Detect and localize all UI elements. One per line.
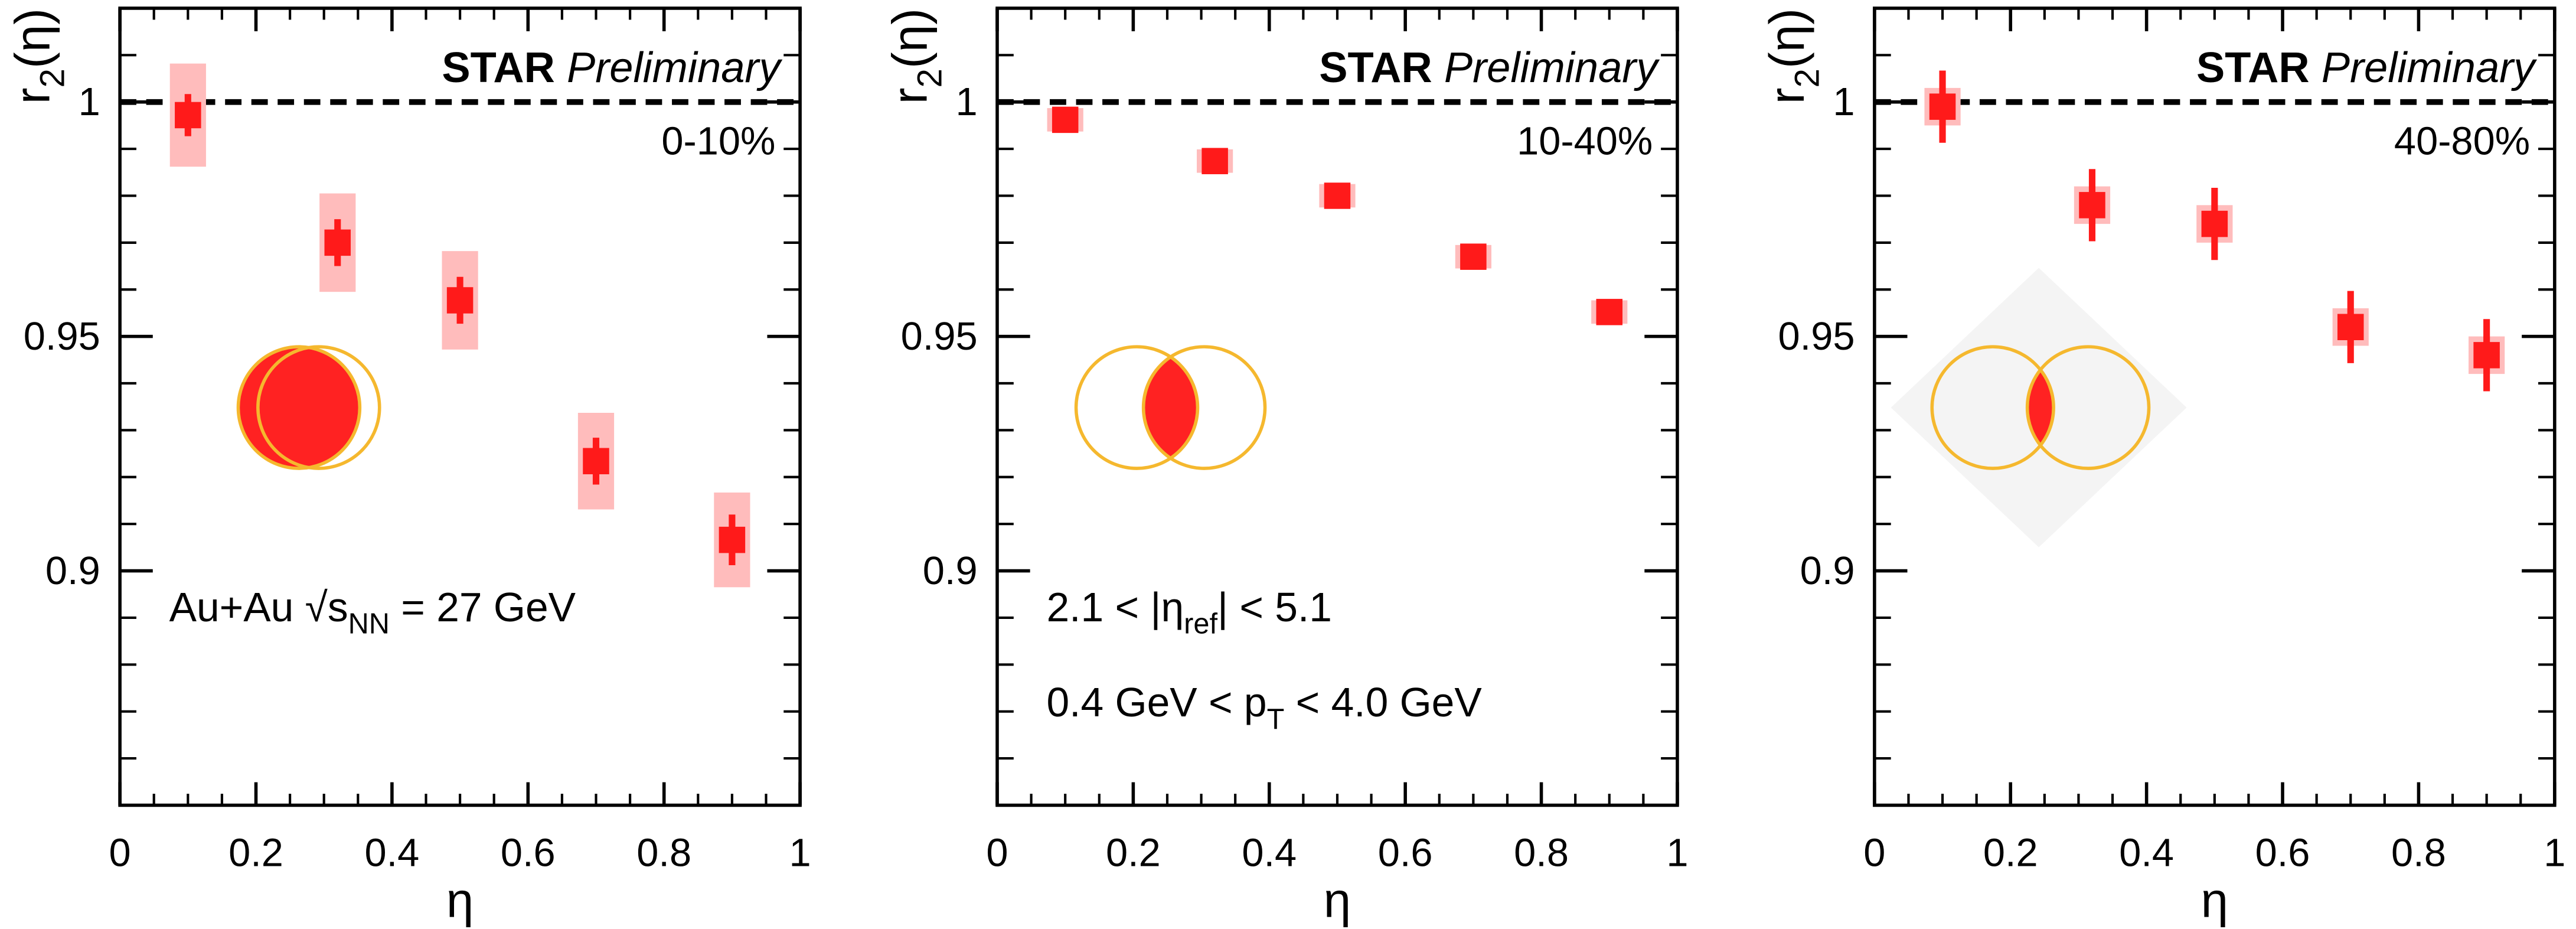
watermark-italic-text: Preliminary: [1444, 44, 1660, 92]
watermark: STAR Preliminary: [2196, 44, 2537, 92]
x-tick-label: 0.2: [1106, 831, 1161, 875]
x-tick-label: 0: [1863, 831, 1885, 875]
watermark: STAR Preliminary: [442, 44, 782, 92]
watermark-italic: Preliminary: [555, 44, 783, 92]
x-tick-label: 0: [109, 831, 131, 875]
marker: [2473, 342, 2500, 369]
y-axis-label: r2(η): [881, 8, 949, 104]
y-tick-label: 1: [955, 80, 977, 124]
y-axis-label: r2(η): [1759, 8, 1826, 104]
text-segment: r: [881, 87, 937, 104]
watermark-italic-text: Preliminary: [567, 44, 783, 92]
marker: [1460, 243, 1487, 270]
text-segment: 2.1 < |η: [1046, 584, 1184, 630]
text-segment: (η): [1759, 8, 1814, 69]
nucleus: [1141, 345, 1267, 470]
text-segment: < 4.0 GeV: [1284, 679, 1482, 725]
watermark-italic: Preliminary: [1432, 44, 1660, 92]
marker: [1929, 93, 1956, 120]
text-segment: T: [1267, 703, 1285, 735]
x-tick-label: 1: [2544, 831, 2565, 875]
x-tick-label: 0.4: [2119, 831, 2174, 875]
x-tick-label: 0.8: [636, 831, 691, 875]
y-axis-label: r2(η): [4, 8, 71, 104]
marker: [2201, 210, 2228, 237]
marker: [1052, 106, 1079, 133]
y-tick-label: 1: [1833, 80, 1855, 124]
marker: [1596, 299, 1623, 325]
nucleus: [256, 345, 381, 470]
x-tick-label: 0.4: [1242, 831, 1297, 875]
text-segment: ref: [1184, 608, 1217, 640]
y-tick-label: 0.9: [1800, 549, 1855, 593]
y-tick-label: 0.95: [24, 315, 100, 358]
text-segment: 2: [34, 69, 72, 88]
nucleus: [236, 345, 362, 470]
x-axis-label: η: [446, 872, 474, 928]
x-axis-label: η: [2201, 872, 2228, 928]
watermark: STAR Preliminary: [1319, 44, 1660, 92]
x-tick-label: 0.8: [2391, 831, 2446, 875]
text-segment: (η): [881, 8, 937, 69]
y-tick-label: 0.95: [1778, 315, 1855, 358]
text-segment: = 27 GeV: [390, 584, 576, 630]
centrality-label: 10-40%: [1517, 120, 1653, 164]
marker: [583, 448, 609, 475]
y-tick-label: 0.9: [923, 549, 978, 593]
x-tick-label: 0.8: [1514, 831, 1569, 875]
x-tick-label: 0.2: [1983, 831, 2038, 875]
marker: [2079, 192, 2105, 219]
x-tick-label: 0.6: [501, 831, 556, 875]
x-tick-label: 0: [986, 831, 1008, 875]
marker: [324, 229, 351, 256]
text-segment: NN: [348, 608, 390, 640]
watermark-italic: Preliminary: [2310, 44, 2538, 92]
y-tick-label: 0.9: [45, 549, 100, 593]
marker: [175, 102, 201, 129]
text-segment: Au+Au √s: [169, 584, 348, 630]
nucleus: [1074, 345, 1200, 470]
text-segment: r: [4, 87, 60, 104]
marker: [1324, 182, 1351, 209]
centrality-label: 40-80%: [2394, 120, 2530, 164]
x-tick-label: 1: [789, 831, 811, 875]
text-segment: 0.4 GeV < p: [1046, 679, 1266, 725]
marker: [1202, 148, 1228, 174]
note: 2.1 < |ηref| < 5.1: [1046, 584, 1332, 640]
x-tick-label: 1: [1666, 831, 1688, 875]
x-tick-label: 0.4: [364, 831, 419, 875]
watermark-bold: STAR: [442, 44, 555, 92]
note: Au+Au √sNN = 27 GeV: [169, 584, 576, 640]
marker: [446, 287, 474, 314]
text-segment: (η): [4, 8, 60, 69]
marker: [2337, 314, 2364, 341]
watermark-italic-text: Preliminary: [2322, 44, 2538, 92]
text-segment: 2: [1788, 69, 1826, 88]
text-segment: r: [1759, 87, 1814, 104]
nucleus: [1930, 345, 2055, 470]
nucleus-overlap: [238, 347, 360, 469]
watermark-bold: STAR: [1319, 44, 1432, 92]
x-axis-label: η: [1324, 872, 1351, 928]
text-segment: 2: [910, 69, 949, 88]
x-tick-label: 0.2: [228, 831, 283, 875]
nucleus-overlap: [1143, 347, 1198, 469]
note: 0.4 GeV < pT < 4.0 GeV: [1046, 679, 1482, 735]
marker: [719, 526, 746, 553]
x-tick-label: 0.6: [1378, 831, 1433, 875]
watermark-bold: STAR: [2196, 44, 2310, 92]
y-tick-label: 1: [79, 80, 100, 124]
nucleus: [2025, 345, 2151, 470]
text-segment: | < 5.1: [1217, 584, 1332, 630]
x-tick-label: 0.6: [2255, 831, 2310, 875]
y-tick-label: 0.95: [901, 315, 978, 358]
centrality-label: 0-10%: [661, 120, 775, 164]
